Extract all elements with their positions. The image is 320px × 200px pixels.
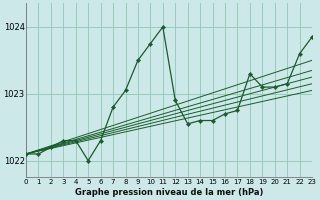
X-axis label: Graphe pression niveau de la mer (hPa): Graphe pression niveau de la mer (hPa) [75,188,263,197]
